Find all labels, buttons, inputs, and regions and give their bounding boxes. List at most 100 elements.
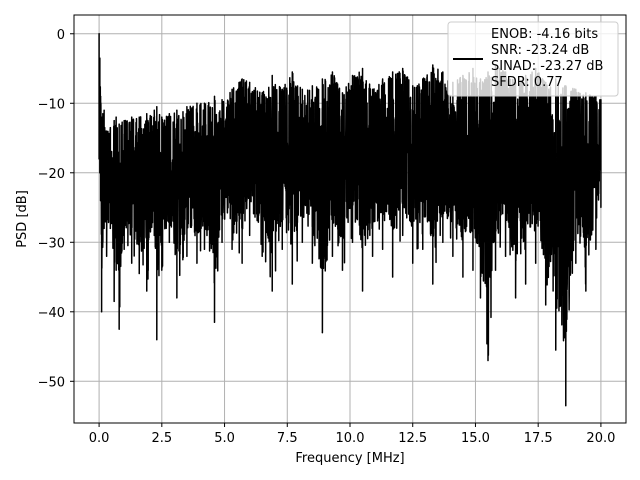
psd-trough-point [301, 241, 303, 243]
psd-trough-point [106, 255, 108, 257]
psd-peak-point [382, 78, 384, 80]
psd-trough-point [176, 297, 178, 299]
x-tick-label: 17.5 [524, 431, 553, 446]
psd-trough-point [241, 262, 243, 264]
y-tick-label: −10 [38, 97, 65, 112]
psd-peak-point [331, 71, 334, 73]
psd-trough-point [504, 255, 507, 257]
x-tick-label: 10.0 [336, 431, 365, 446]
psd-trough-point [595, 248, 597, 250]
psd-peak-point [101, 116, 103, 118]
legend-entry-enob: ENOB: -4.16 bits [491, 27, 598, 42]
psd-trough-point [203, 248, 206, 250]
psd-peak-point [432, 64, 434, 66]
psd-trough-point [156, 338, 158, 341]
y-tick-label: −50 [38, 375, 65, 390]
psd-peak-point [161, 116, 163, 118]
psd-trough-point [565, 405, 567, 407]
psd-trough-point [98, 158, 100, 160]
psd-trough-point [515, 297, 517, 299]
ticks: 0.0 2.5 5.0 7.5 10.0 12.5 15.0 17.5 20.0 0 −10 −20 −… [38, 28, 616, 446]
psd-peak-point [131, 116, 133, 118]
psd-trough-point [153, 234, 155, 236]
psd-trough-point [186, 255, 188, 257]
psd-trough-point [545, 304, 547, 306]
psd-trough-point [101, 311, 103, 313]
psd-peak-point [371, 88, 374, 90]
psd-trough-point [371, 255, 374, 257]
psd-trough-point [213, 321, 216, 323]
psd-trough-point [555, 349, 557, 351]
psd-trough-point [99, 172, 101, 174]
psd-peak-point [412, 85, 414, 87]
x-tick-label: 15.0 [461, 431, 490, 446]
psd-trough-point [196, 262, 198, 264]
psd-trough-point [231, 248, 233, 250]
x-axis-label: Frequency [MHz] [295, 451, 404, 466]
psd-peak-point [600, 99, 602, 101]
psd-trough-point [341, 269, 344, 271]
psd-peak-point [99, 57, 101, 59]
psd-peak-point [422, 78, 424, 80]
psd-trough-point [442, 241, 444, 243]
psd-peak-point [146, 113, 148, 115]
psd-peak-point [311, 85, 313, 87]
psd-peak-point [321, 78, 323, 80]
psd-trough-point [392, 276, 394, 278]
psd-peak-point [113, 120, 115, 122]
psd-trough-point [535, 262, 537, 264]
psd-trough-point [412, 262, 414, 264]
psd-trough-point [102, 241, 104, 243]
psd-trough-point [462, 276, 464, 278]
psd-trough-point [109, 227, 111, 229]
psd-trough-point [261, 255, 263, 257]
psd-trough-point [575, 262, 577, 264]
psd-trough-point [472, 269, 474, 271]
psd-peak-point [186, 106, 188, 108]
psd-peak-point [351, 74, 354, 77]
psd-peak-point [103, 109, 105, 111]
psd-peak-point [291, 71, 293, 73]
psd-trough-point [131, 262, 133, 264]
psd-peak-point [213, 95, 216, 97]
psd-trough-point [479, 297, 482, 299]
psd-trough-point [452, 255, 454, 257]
x-tick-label: 2.5 [151, 431, 172, 446]
psd-trough-point [351, 241, 354, 243]
psd-trough-point [118, 328, 120, 330]
psd-peak-point [261, 92, 263, 94]
psd-trough-point [422, 248, 424, 250]
psd-peak-point [281, 88, 283, 90]
psd-trough-point [113, 300, 115, 302]
psd-trough-point [103, 227, 105, 229]
y-tick-label: −30 [38, 236, 65, 251]
psd-trough-point [271, 290, 273, 292]
psd-peak-point [341, 92, 344, 94]
psd-peak-point [203, 102, 206, 104]
psd-trough-point [331, 255, 334, 257]
x-tick-label: 12.5 [398, 431, 427, 446]
psd-trough-point [402, 234, 404, 236]
psd-trough-point [291, 283, 293, 285]
psd-peak-point [115, 116, 117, 118]
psd-trough-point [168, 241, 170, 243]
psd-trough-point [281, 248, 283, 250]
psd-peak-point [168, 113, 170, 115]
x-tick-label: 0.0 [89, 431, 110, 446]
psd-peak-point [301, 88, 303, 90]
y-tick-label: 0 [57, 28, 65, 43]
psd-peak-point [271, 74, 273, 77]
legend-entry-snr: SNR: -23.24 dB [491, 43, 589, 58]
psd-peak-point [102, 113, 104, 115]
x-tick-label: 7.5 [277, 431, 298, 446]
psd-trough-point [600, 206, 602, 209]
y-tick-label: −20 [38, 167, 65, 182]
legend-entry-sfdr: SFDR: 0.77 [491, 75, 563, 90]
psd-trough-point [382, 248, 384, 250]
psd-peak-point [99, 95, 102, 97]
psd-peak-point [106, 130, 108, 132]
psd-trough-point [487, 359, 489, 362]
psd-peak-point [392, 71, 394, 73]
psd-trough-point [146, 290, 148, 292]
